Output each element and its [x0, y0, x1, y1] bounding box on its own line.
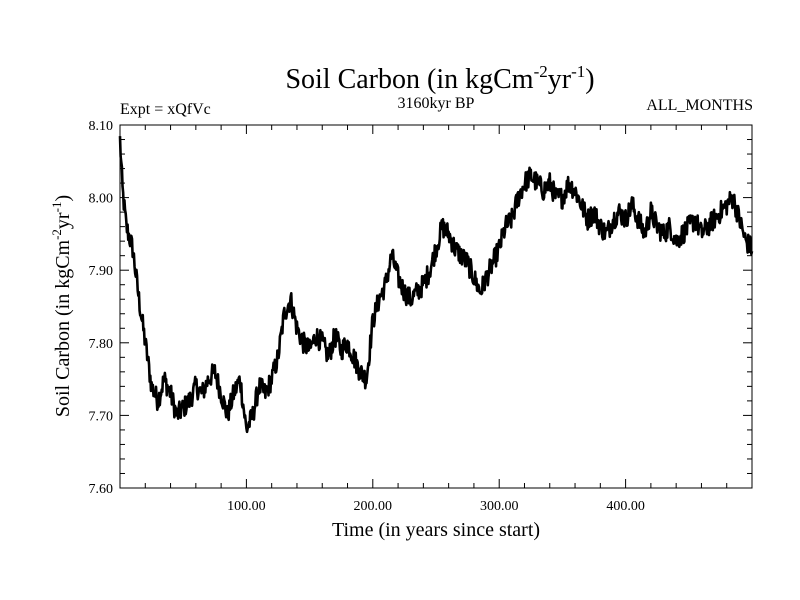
- soil-carbon-series-line: [118, 136, 754, 434]
- y-axis-label-end: ): [52, 195, 74, 202]
- y-axis-label-main: Soil Carbon (in kgCm: [52, 239, 74, 417]
- y-tick-label: 7.60: [89, 482, 114, 497]
- y-axis-label-mid: yr: [52, 212, 74, 229]
- period-label: 3160kyr BP: [398, 95, 475, 112]
- x-tick-label: 300.00: [480, 499, 519, 514]
- chart-title-sup1: -2: [534, 62, 548, 81]
- months-label: ALL_MONTHS: [646, 97, 753, 114]
- chart-title-end: ): [585, 64, 594, 95]
- chart-title: Soil Carbon (in kgCm-2yr-1): [285, 62, 594, 95]
- x-tick-label: 100.00: [227, 499, 266, 514]
- y-axis-label: Soil Carbon (in kgCm-2yr-1): [49, 195, 74, 417]
- y-tick-label: 8.00: [89, 192, 114, 207]
- y-axis: 7.60 7.70 7.80 7.90 8.00 8.10: [89, 119, 752, 497]
- plot-frame: [119, 124, 753, 489]
- x-axis: 100.00 200.00 300.00 400.00: [144, 125, 728, 514]
- chart-title-mid: yr: [548, 64, 572, 95]
- y-tick-label: 7.90: [89, 264, 114, 279]
- y-axis-label-sup1: -2: [49, 229, 64, 240]
- x-tick-label: 200.00: [354, 499, 393, 514]
- x-axis-label: Time (in years since start): [332, 519, 540, 541]
- y-tick-label: 7.80: [89, 337, 114, 352]
- chart-title-main: Soil Carbon (in kgCm: [285, 64, 533, 95]
- x-tick-label: 400.00: [606, 499, 645, 514]
- experiment-label: Expt = xQfVc: [120, 101, 211, 118]
- y-tick-label: 8.10: [89, 119, 114, 134]
- chart-title-sup2: -1: [571, 62, 585, 81]
- y-tick-label: 7.70: [89, 409, 114, 424]
- y-axis-label-sup2: -1: [49, 202, 64, 213]
